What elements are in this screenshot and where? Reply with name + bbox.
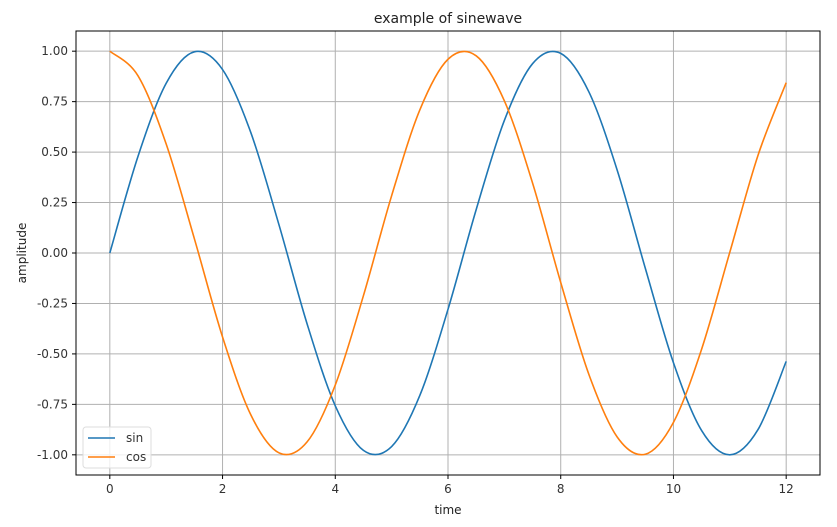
legend-label-cos: cos xyxy=(126,450,146,464)
y-tick-label: -0.75 xyxy=(37,397,68,411)
x-tick-label: 2 xyxy=(219,482,227,496)
y-tick-label: -0.25 xyxy=(37,296,68,310)
series-line-sin xyxy=(109,50,787,456)
x-tick-label: 8 xyxy=(557,482,565,496)
y-tick-label: 0.00 xyxy=(41,246,68,260)
x-tick-label: 6 xyxy=(444,482,452,496)
y-tick-label: 0.25 xyxy=(41,196,68,210)
grid xyxy=(76,31,820,475)
series-line-cos xyxy=(109,50,787,456)
chart-title: example of sinewave xyxy=(374,11,522,27)
y-tick-label: -1.00 xyxy=(37,448,68,462)
y-tick-label: 0.75 xyxy=(41,95,68,109)
series-lines xyxy=(109,50,787,456)
y-tick-label: -0.50 xyxy=(37,347,68,361)
legend: sin cos xyxy=(82,426,152,469)
legend-label-sin: sin xyxy=(126,431,143,445)
y-tick-label: 1.00 xyxy=(41,44,68,58)
y-tick-label: 0.50 xyxy=(41,145,68,159)
y-axis-label: amplitude xyxy=(15,223,29,284)
x-tick-label: 10 xyxy=(666,482,681,496)
ticks: 0 2 4 6 8 10 12 1.00 0.75 0.50 0.25 0.00 -0.25 -0.50 -… xyxy=(37,44,794,496)
x-tick-label: 4 xyxy=(331,482,339,496)
x-tick-label: 12 xyxy=(779,482,794,496)
x-tick-label: 0 xyxy=(106,482,114,496)
x-axis-label: time xyxy=(434,503,461,517)
